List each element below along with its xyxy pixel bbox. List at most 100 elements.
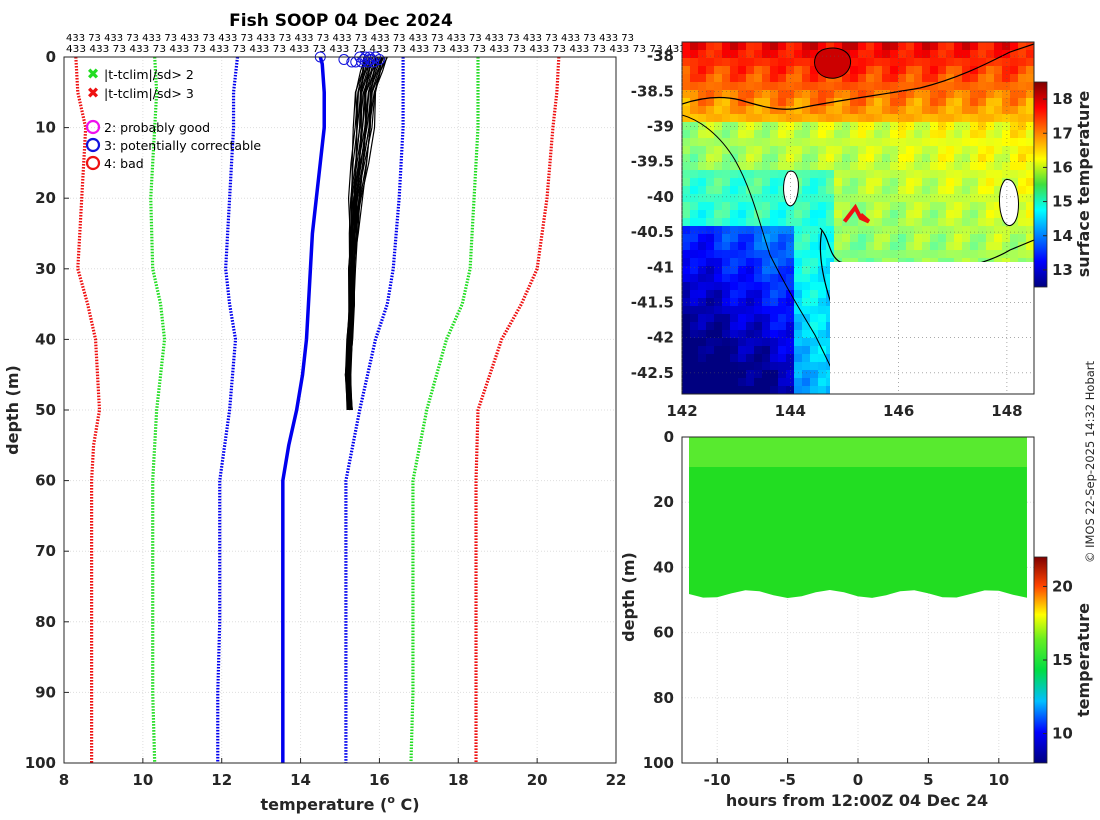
section-ytick-label: 0	[664, 428, 674, 446]
sst-cell	[802, 50, 811, 59]
sst-cell	[890, 98, 899, 107]
sst-cell	[754, 330, 763, 339]
sst-cell	[714, 106, 723, 115]
sst-cell	[706, 186, 715, 195]
sst-cell	[778, 378, 787, 387]
sst-cell	[834, 226, 843, 235]
sst-cell	[906, 218, 915, 227]
sst-cell	[978, 202, 987, 211]
sst-cell	[682, 162, 691, 171]
sst-cell	[962, 234, 971, 243]
sst-cell	[682, 218, 691, 227]
sst-cell	[746, 346, 755, 355]
sst-cell	[962, 226, 971, 235]
sst-cell	[746, 362, 755, 371]
sst-cell	[890, 250, 899, 259]
sst-cell	[802, 378, 811, 387]
sst-cell	[874, 138, 883, 147]
sst-cell	[722, 42, 731, 51]
sst-cell	[906, 234, 915, 243]
sst-cell	[922, 226, 931, 235]
sst-cell	[714, 378, 723, 387]
sst-cell	[1026, 170, 1034, 179]
sst-cell	[946, 114, 955, 123]
sst-cell	[818, 114, 827, 123]
sst-cell	[706, 106, 715, 115]
sst-cell	[802, 314, 811, 323]
profile-title: Fish SOOP 04 Dec 2024	[229, 11, 453, 31]
sst-cell	[730, 234, 739, 243]
sst-cell	[698, 106, 707, 115]
sst-cell	[874, 170, 883, 179]
sst-cell	[826, 170, 835, 179]
sst-cell	[874, 226, 883, 235]
sst-cell	[1010, 82, 1019, 91]
sst-cell	[730, 210, 739, 219]
map-ytick-label: -38	[647, 47, 674, 65]
sst-cell	[1002, 90, 1011, 99]
sst-cell	[826, 226, 835, 235]
sst-cell	[994, 74, 1003, 83]
sst-cell	[890, 58, 899, 67]
sst-cell	[746, 258, 755, 267]
sst-cell	[746, 162, 755, 171]
sst-cell	[794, 202, 803, 211]
sst-cell	[1018, 194, 1027, 203]
sst-cell	[938, 218, 947, 227]
sst-cell	[834, 106, 843, 115]
sst-cell	[858, 154, 867, 163]
sst-cell	[906, 74, 915, 83]
sst-cell	[778, 58, 787, 67]
sst-cell	[874, 74, 883, 83]
sst-cell	[922, 98, 931, 107]
sst-cell	[762, 378, 771, 387]
sst-cell	[970, 58, 979, 67]
sst-cell	[938, 98, 947, 107]
sst-cell	[682, 170, 691, 179]
sst-cell	[978, 210, 987, 219]
sst-cell	[778, 306, 787, 315]
sst-cell	[778, 386, 787, 394]
sst-cell	[850, 74, 859, 83]
sst-cell	[698, 346, 707, 355]
sst-cell	[738, 346, 747, 355]
sst-cell	[946, 146, 955, 155]
sst-cell	[770, 178, 779, 187]
sst-cell	[682, 330, 691, 339]
sst-cell	[970, 146, 979, 155]
sst-cell	[1018, 138, 1027, 147]
sst-cell	[746, 210, 755, 219]
sst-cell	[898, 250, 907, 259]
phillip-island	[814, 47, 852, 79]
sst-cell	[682, 154, 691, 163]
sst-cell	[714, 362, 723, 371]
sst-cell	[994, 114, 1003, 123]
sst-cell	[762, 274, 771, 283]
sst-cell	[770, 346, 779, 355]
sst-cell	[858, 114, 867, 123]
sst-cell	[922, 162, 931, 171]
sst-cell	[906, 130, 915, 139]
sst-cell	[722, 242, 731, 251]
sst-cell	[794, 330, 803, 339]
profile-grid	[64, 57, 616, 763]
sst-cell	[778, 114, 787, 123]
legend-o-marker	[85, 137, 101, 153]
sst-cell	[698, 186, 707, 195]
sst-cell	[730, 170, 739, 179]
sst-cell	[794, 98, 803, 107]
sst-cell	[722, 290, 731, 299]
sst-cell	[858, 58, 867, 67]
sst-cell	[826, 138, 835, 147]
sst-cell	[762, 234, 771, 243]
sst-cell	[802, 162, 811, 171]
section-colorbar-tick-label: 15	[1052, 651, 1073, 669]
sst-cell	[970, 138, 979, 147]
sst-cell	[682, 250, 691, 259]
sst-cell	[738, 130, 747, 139]
sst-cell	[954, 202, 963, 211]
sst-cell	[762, 242, 771, 251]
sst-cell	[810, 274, 819, 283]
sst-cell	[690, 282, 699, 291]
sst-cell	[858, 226, 867, 235]
